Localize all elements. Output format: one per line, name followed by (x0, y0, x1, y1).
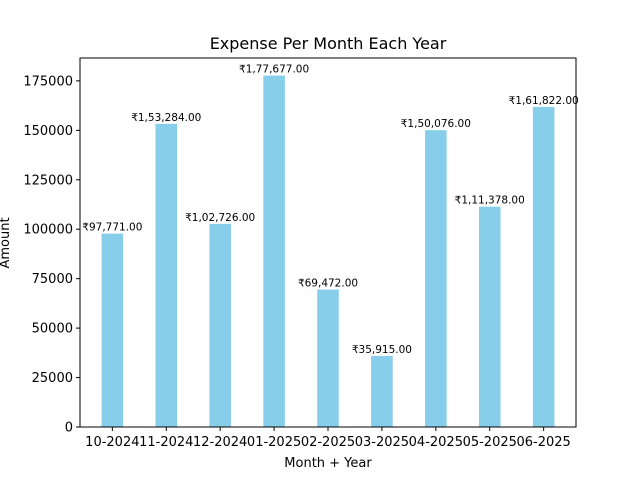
y-tick-label-75000: 75000 (32, 272, 73, 287)
bar-10-2024 (101, 233, 124, 427)
data-label-05-2025: ₹1,11,378.00 (455, 195, 525, 207)
x-tick-label-02-2025: 02-2025 (301, 435, 355, 450)
bar-01-2025 (263, 75, 285, 427)
x-tick-label-10-2024: 10-2024 (85, 435, 139, 450)
y-tick-label-0: 0 (65, 421, 73, 436)
bar-12-2024 (209, 223, 231, 427)
x-tick-label-05-2025: 05-2025 (463, 435, 517, 450)
bar-02-2025 (317, 289, 339, 427)
bars-layer: ₹97,771.00 ₹1,53,284.00 ₹1,02,726.00 ₹1,77,… (82, 64, 579, 428)
x-tick-label-12-2024: 12-2024 (193, 435, 247, 450)
y-tick-label-50000: 50000 (32, 322, 73, 337)
y-tick-label-125000: 125000 (23, 173, 73, 188)
data-label-04-2025: ₹1,50,076.00 (401, 118, 471, 130)
y-tick-label-25000: 25000 (32, 371, 73, 386)
bar-06-2025 (532, 106, 555, 428)
data-label-01-2025: ₹1,77,677.00 (239, 64, 309, 76)
data-label-10-2024: ₹97,771.00 (82, 222, 142, 234)
x-axis: 10-2024 11-2024 12-2024 01-2025 02-2025 03-20… (85, 427, 571, 450)
data-label-03-2025: ₹35,915.00 (352, 344, 412, 356)
x-tick-label-01-2025: 01-2025 (247, 435, 301, 450)
bar-03-2025 (371, 355, 393, 427)
plot-frame (79, 57, 577, 428)
x-tick-label-06-2025: 06-2025 (516, 435, 570, 450)
data-label-12-2024: ₹1,02,726.00 (185, 212, 255, 224)
y-axis-label: Amount (0, 217, 13, 268)
bar-11-2024 (155, 123, 178, 427)
y-axis: 0 25000 50000 75000 100000 125000 150000 175000 (23, 74, 80, 436)
x-tick-label-11-2024: 11-2024 (139, 435, 193, 450)
y-tick-label-175000: 175000 (23, 74, 73, 89)
y-tick-label-150000: 150000 (23, 124, 73, 139)
data-label-06-2025: ₹1,61,822.00 (509, 95, 579, 107)
data-label-11-2024: ₹1,53,284.00 (131, 112, 201, 124)
x-tick-label-03-2025: 03-2025 (355, 435, 409, 450)
chart-title: Expense Per Month Each Year (210, 34, 447, 53)
bar-05-2025 (478, 206, 501, 427)
y-tick-label-100000: 100000 (23, 223, 73, 238)
bar-04-2025 (425, 130, 447, 427)
data-label-02-2025: ₹69,472.00 (298, 278, 358, 290)
x-tick-label-04-2025: 04-2025 (409, 435, 463, 450)
x-axis-label: Month + Year (284, 456, 372, 471)
